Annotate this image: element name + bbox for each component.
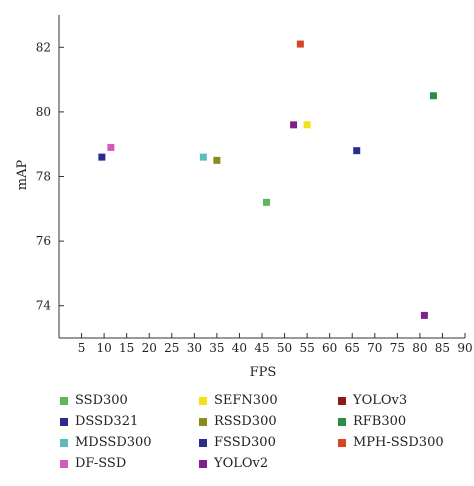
point-ssd300 xyxy=(263,198,271,206)
x-tick-label: 15 xyxy=(119,341,134,355)
point-fssd300 xyxy=(353,147,361,155)
point-df-ssd xyxy=(107,143,115,151)
x-tick-label: 50 xyxy=(277,341,292,355)
ticks: 5 10 15 20 25 30 35 40 45 50 55 60 65 70 75 80 85 90 74 76 7… xyxy=(36,40,473,355)
x-tick-label: 40 xyxy=(232,341,247,355)
x-tick-label: 20 xyxy=(142,341,157,355)
x-tick-label: 45 xyxy=(254,341,269,355)
x-tick-label: 75 xyxy=(390,341,405,355)
point-yolov2 xyxy=(290,121,298,129)
y-tick-label: 80 xyxy=(36,105,51,119)
y-tick-label: 74 xyxy=(36,299,52,313)
x-tick-label: 60 xyxy=(322,341,337,355)
point-sefn300 xyxy=(303,121,311,129)
x-axis-label: FPS xyxy=(250,365,277,380)
x-tick-label: 65 xyxy=(345,341,360,355)
x-tick-label: 5 xyxy=(78,341,86,355)
x-tick-label: 30 xyxy=(187,341,202,355)
y-axis-label: mAP xyxy=(15,160,30,191)
x-tick-label: 90 xyxy=(457,341,472,355)
x-tick-label: 80 xyxy=(412,341,427,355)
x-tick-label: 85 xyxy=(435,341,450,355)
x-tick-label: 55 xyxy=(299,341,314,355)
x-tick-label: 10 xyxy=(96,341,111,355)
data-points xyxy=(98,40,437,319)
x-tick-label: 70 xyxy=(367,341,382,355)
point-dssd321 xyxy=(98,153,106,161)
point-rfb300 xyxy=(429,92,437,100)
point-mph-ssd300 xyxy=(296,40,304,48)
axes xyxy=(58,15,465,339)
y-tick-label: 76 xyxy=(36,234,51,248)
y-tick-label: 78 xyxy=(36,170,51,184)
point-mdssd300 xyxy=(199,153,207,161)
point-rssd300 xyxy=(213,156,221,164)
point-yolov2 xyxy=(420,311,428,319)
x-tick-label: 25 xyxy=(164,341,179,355)
x-tick-label: 35 xyxy=(209,341,224,355)
y-tick-label: 82 xyxy=(36,40,51,54)
